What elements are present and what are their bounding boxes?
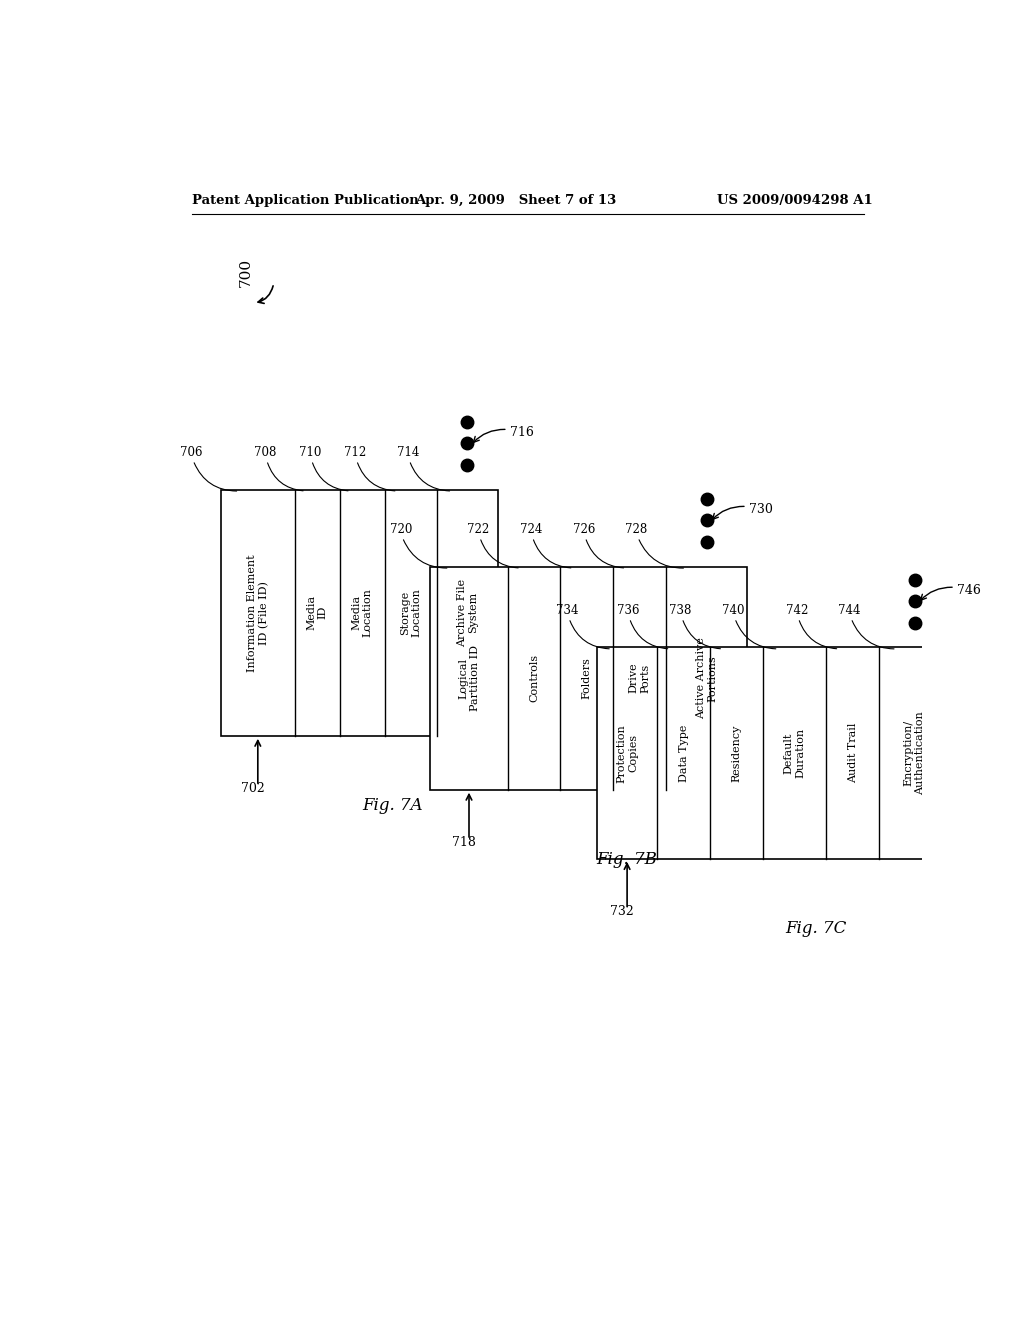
Text: 740: 740 — [722, 603, 744, 616]
Text: 720: 720 — [389, 523, 412, 536]
Text: 736: 736 — [616, 603, 639, 616]
Text: 730: 730 — [750, 503, 773, 516]
Text: Residency: Residency — [731, 725, 741, 781]
Bar — [221, 490, 498, 737]
Text: 702: 702 — [241, 781, 264, 795]
Text: 708: 708 — [254, 446, 276, 459]
Text: Fig. 7B: Fig. 7B — [596, 850, 657, 867]
Text: Storage
Location: Storage Location — [400, 589, 422, 638]
Text: Drive
Ports: Drive Ports — [629, 663, 650, 693]
Text: Media
ID: Media ID — [306, 595, 328, 630]
Text: Logical
Partition ID: Logical Partition ID — [458, 645, 480, 711]
Text: 716: 716 — [510, 426, 534, 440]
Text: Media
Location: Media Location — [351, 589, 373, 638]
Text: US 2009/0094298 A1: US 2009/0094298 A1 — [717, 194, 872, 207]
Text: 700: 700 — [239, 257, 253, 286]
Text: Information Element
ID (File ID): Information Element ID (File ID) — [247, 554, 268, 672]
Text: 722: 722 — [467, 523, 489, 536]
Text: Apr. 9, 2009   Sheet 7 of 13: Apr. 9, 2009 Sheet 7 of 13 — [415, 194, 616, 207]
Text: 718: 718 — [452, 836, 476, 849]
Text: Fig. 7C: Fig. 7C — [785, 920, 847, 937]
Text: 714: 714 — [396, 446, 419, 459]
Text: 726: 726 — [572, 523, 595, 536]
Text: 734: 734 — [556, 603, 579, 616]
Text: 738: 738 — [670, 603, 692, 616]
Text: Folders: Folders — [582, 657, 592, 700]
Text: Data Type: Data Type — [679, 725, 689, 781]
Text: Audit Trail: Audit Trail — [848, 723, 858, 783]
Text: 742: 742 — [785, 603, 808, 616]
Text: 724: 724 — [520, 523, 542, 536]
Text: Archive File
System: Archive File System — [457, 578, 478, 647]
Text: 744: 744 — [839, 603, 861, 616]
Text: 710: 710 — [299, 446, 322, 459]
Text: Controls: Controls — [529, 655, 539, 702]
Text: 732: 732 — [610, 906, 634, 919]
Text: 728: 728 — [626, 523, 647, 536]
Text: Protection
Copies: Protection Copies — [616, 723, 638, 783]
Text: Encryption/
Authentication: Encryption/ Authentication — [904, 711, 926, 795]
Text: 706: 706 — [180, 446, 203, 459]
Bar — [597, 647, 950, 859]
Bar — [430, 566, 748, 789]
Text: Fig. 7A: Fig. 7A — [362, 797, 423, 813]
Text: Default
Duration: Default Duration — [783, 729, 805, 779]
Text: 712: 712 — [344, 446, 367, 459]
Text: 746: 746 — [957, 585, 981, 597]
Text: Patent Application Publication: Patent Application Publication — [191, 194, 418, 207]
Text: Active Archive
Portions: Active Archive Portions — [695, 638, 718, 719]
